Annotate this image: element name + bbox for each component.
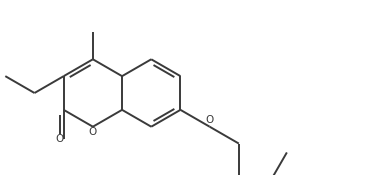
Text: O: O xyxy=(56,134,64,144)
Text: O: O xyxy=(89,127,97,137)
Text: O: O xyxy=(206,115,214,125)
